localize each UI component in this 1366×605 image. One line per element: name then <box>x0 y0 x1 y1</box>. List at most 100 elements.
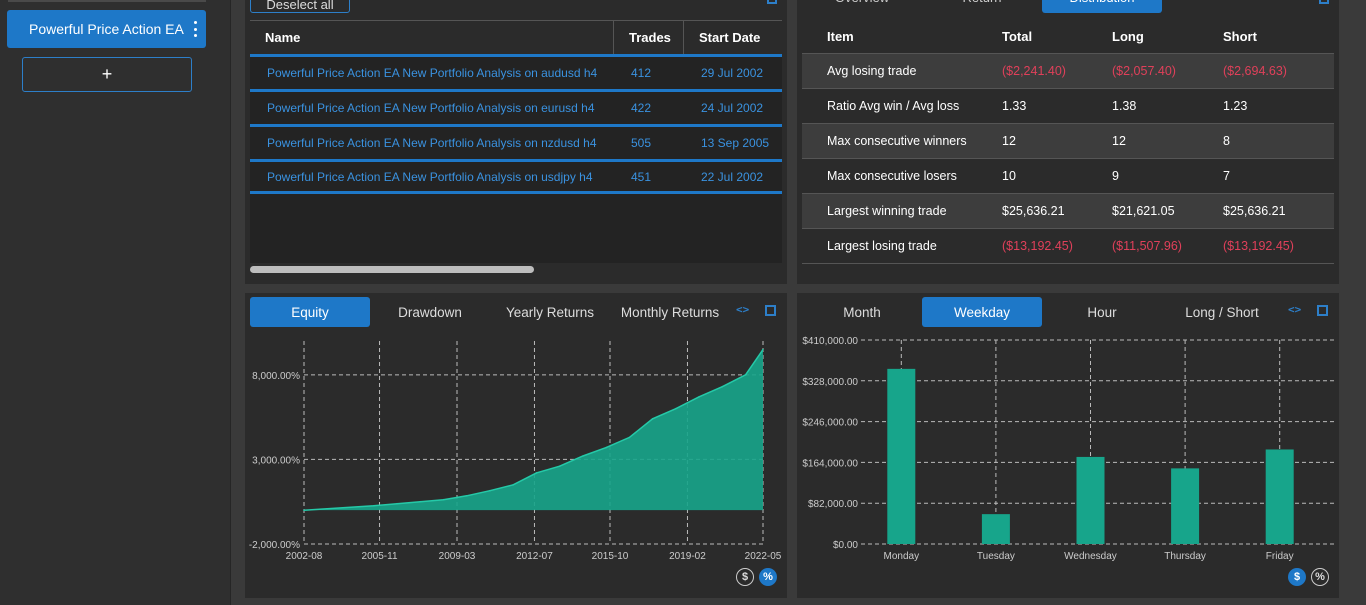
x-tick-label: Monday <box>884 551 920 562</box>
tab-long-short[interactable]: Long / Short <box>1185 304 1259 320</box>
row-name: Powerful Price Action EA New Portfolio A… <box>267 169 593 184</box>
row-trades: 505 <box>631 136 652 150</box>
table-row: Max consecutive winners 12 12 8 <box>802 124 1334 159</box>
x-tick-label: Friday <box>1266 551 1294 562</box>
row-long: ($11,507.96) <box>1112 239 1182 253</box>
distribution-tabs: Month Weekday Hour Long / Short <box>802 297 1282 327</box>
data-point <box>303 509 305 511</box>
portfolio-table: Name Trades Start Date Powerful Price Ac… <box>250 20 782 263</box>
row-short: 8 <box>1223 134 1230 148</box>
row-item: Ratio Avg win / Avg loss <box>827 99 960 113</box>
x-tick-label: 2009-03 <box>439 551 476 562</box>
table-row: Largest losing trade ($13,192.45) ($11,5… <box>802 229 1334 264</box>
row-short: ($2,694.63) <box>1223 64 1287 78</box>
stats-tabs: Overview Return Distribution <box>802 0 1162 13</box>
data-point <box>512 484 514 486</box>
bar-friday <box>1265 449 1294 544</box>
row-long: 1.38 <box>1112 99 1137 113</box>
add-strategy-button[interactable]: + <box>22 57 192 92</box>
row-item: Max consecutive losers <box>827 169 957 183</box>
dollar-toggle[interactable]: $ <box>1288 568 1306 586</box>
table-header: Item Total Long Short <box>802 20 1334 54</box>
fullscreen-icon[interactable] <box>1317 305 1328 316</box>
fullscreen-icon[interactable] <box>765 305 776 316</box>
y-tick-label: $164,000.00 <box>802 458 858 469</box>
y-tick-label: $328,000.00 <box>802 377 858 388</box>
bar-wednesday <box>1076 456 1105 544</box>
table-row[interactable]: Powerful Price Action EA New Portfolio A… <box>250 54 782 89</box>
data-point <box>558 465 561 467</box>
x-tick-label: Thursday <box>1164 551 1206 562</box>
y-tick-label: $82,000.00 <box>808 499 858 510</box>
equity-area <box>304 349 763 511</box>
row-item: Largest winning trade <box>827 204 947 218</box>
tab-return[interactable]: Return <box>922 0 1042 13</box>
tab-hour[interactable]: Hour <box>1087 304 1117 320</box>
percent-toggle[interactable]: % <box>1311 568 1329 586</box>
x-tick-label: 2019-02 <box>669 551 706 562</box>
equity-tabs: Equity Drawdown Yearly Returns Monthly R… <box>250 297 730 327</box>
weekday-chart-panel: Month Weekday Hour Long / Short <> $0.00… <box>797 293 1339 598</box>
fullscreen-icon[interactable] <box>1319 0 1329 4</box>
tab-weekday[interactable]: Weekday <box>922 297 1042 327</box>
code-icon[interactable]: <> <box>1288 303 1302 316</box>
table-row: Largest winning trade $25,636.21 $21,621… <box>802 194 1334 229</box>
row-short: ($13,192.45) <box>1223 239 1294 253</box>
row-total: 12 <box>1002 134 1016 148</box>
row-start-date: 22 Jul 2002 <box>701 169 764 184</box>
sidebar-divider <box>8 0 206 2</box>
table-header: Name Trades Start Date <box>250 20 782 54</box>
column-header-trades[interactable]: Trades <box>614 21 684 54</box>
tab-equity[interactable]: Equity <box>250 297 370 327</box>
stats-table: Item Total Long Short Avg losing trade (… <box>802 20 1334 264</box>
row-total: 10 <box>1002 169 1016 183</box>
y-tick-label: 3,000.00% <box>252 455 300 466</box>
column-header-total: Total <box>1002 29 1033 44</box>
bar-tuesday <box>981 514 1010 544</box>
horizontal-scrollbar[interactable] <box>250 266 534 273</box>
tab-month[interactable]: Month <box>843 304 881 320</box>
data-point <box>349 506 352 509</box>
table-row[interactable]: Powerful Price Action EA New Portfolio A… <box>250 159 782 194</box>
row-trades: 451 <box>631 169 652 184</box>
code-icon[interactable]: <> <box>736 303 750 316</box>
x-tick-label: 2005-11 <box>362 551 398 562</box>
row-item: Max consecutive winners <box>827 134 967 148</box>
table-row[interactable]: Powerful Price Action EA New Portfolio A… <box>250 124 782 159</box>
data-point <box>651 418 654 420</box>
weekday-chart: $0.00 $82,000.00 $164,000.00 $246,000.00 $32… <box>802 336 1334 562</box>
sidebar-item-strategy[interactable]: Powerful Price Action EA <box>7 10 206 48</box>
dollar-toggle[interactable]: $ <box>736 568 754 586</box>
data-point <box>721 385 724 388</box>
column-header-start-date[interactable]: Start Date <box>699 30 761 45</box>
row-trades: 412 <box>631 66 652 80</box>
y-tick-label: 8,000.00% <box>252 371 300 382</box>
column-header-name[interactable]: Name <box>250 21 614 54</box>
row-long: ($2,057.40) <box>1112 64 1176 78</box>
tab-overview[interactable]: Overview <box>802 0 922 13</box>
tab-drawdown[interactable]: Drawdown <box>398 304 462 320</box>
statistics-panel: Overview Return Distribution Item Total … <box>797 0 1339 284</box>
row-item: Largest losing trade <box>827 239 937 253</box>
row-total: ($2,241.40) <box>1002 64 1066 78</box>
row-name: Powerful Price Action EA New Portfolio A… <box>267 101 595 115</box>
data-point <box>465 495 468 497</box>
fullscreen-icon[interactable] <box>767 0 777 4</box>
row-long: 12 <box>1112 134 1126 148</box>
sidebar: Powerful Price Action EA + <box>0 0 231 605</box>
y-tick-label: $410,000.00 <box>802 336 858 347</box>
deselect-all-button[interactable]: Deselect all <box>250 0 350 13</box>
tab-yearly-returns[interactable]: Yearly Returns <box>505 304 595 320</box>
row-short: $25,636.21 <box>1223 204 1286 218</box>
row-total: ($13,192.45) <box>1002 239 1073 253</box>
tab-distribution[interactable]: Distribution <box>1042 0 1162 13</box>
more-vertical-icon[interactable] <box>194 21 198 37</box>
y-tick-label: $0.00 <box>833 540 858 551</box>
percent-toggle[interactable]: % <box>759 568 777 586</box>
equity-chart: 2002-08 2005-11 2009-03 2012-07 2015-10 2019-… <box>249 341 782 562</box>
row-item: Avg losing trade <box>827 64 917 78</box>
tab-monthly-returns[interactable]: Monthly Returns <box>620 304 720 320</box>
table-row[interactable]: Powerful Price Action EA New Portfolio A… <box>250 89 782 124</box>
x-tick-label: Tuesday <box>977 551 1015 562</box>
column-header-long: Long <box>1112 29 1144 44</box>
